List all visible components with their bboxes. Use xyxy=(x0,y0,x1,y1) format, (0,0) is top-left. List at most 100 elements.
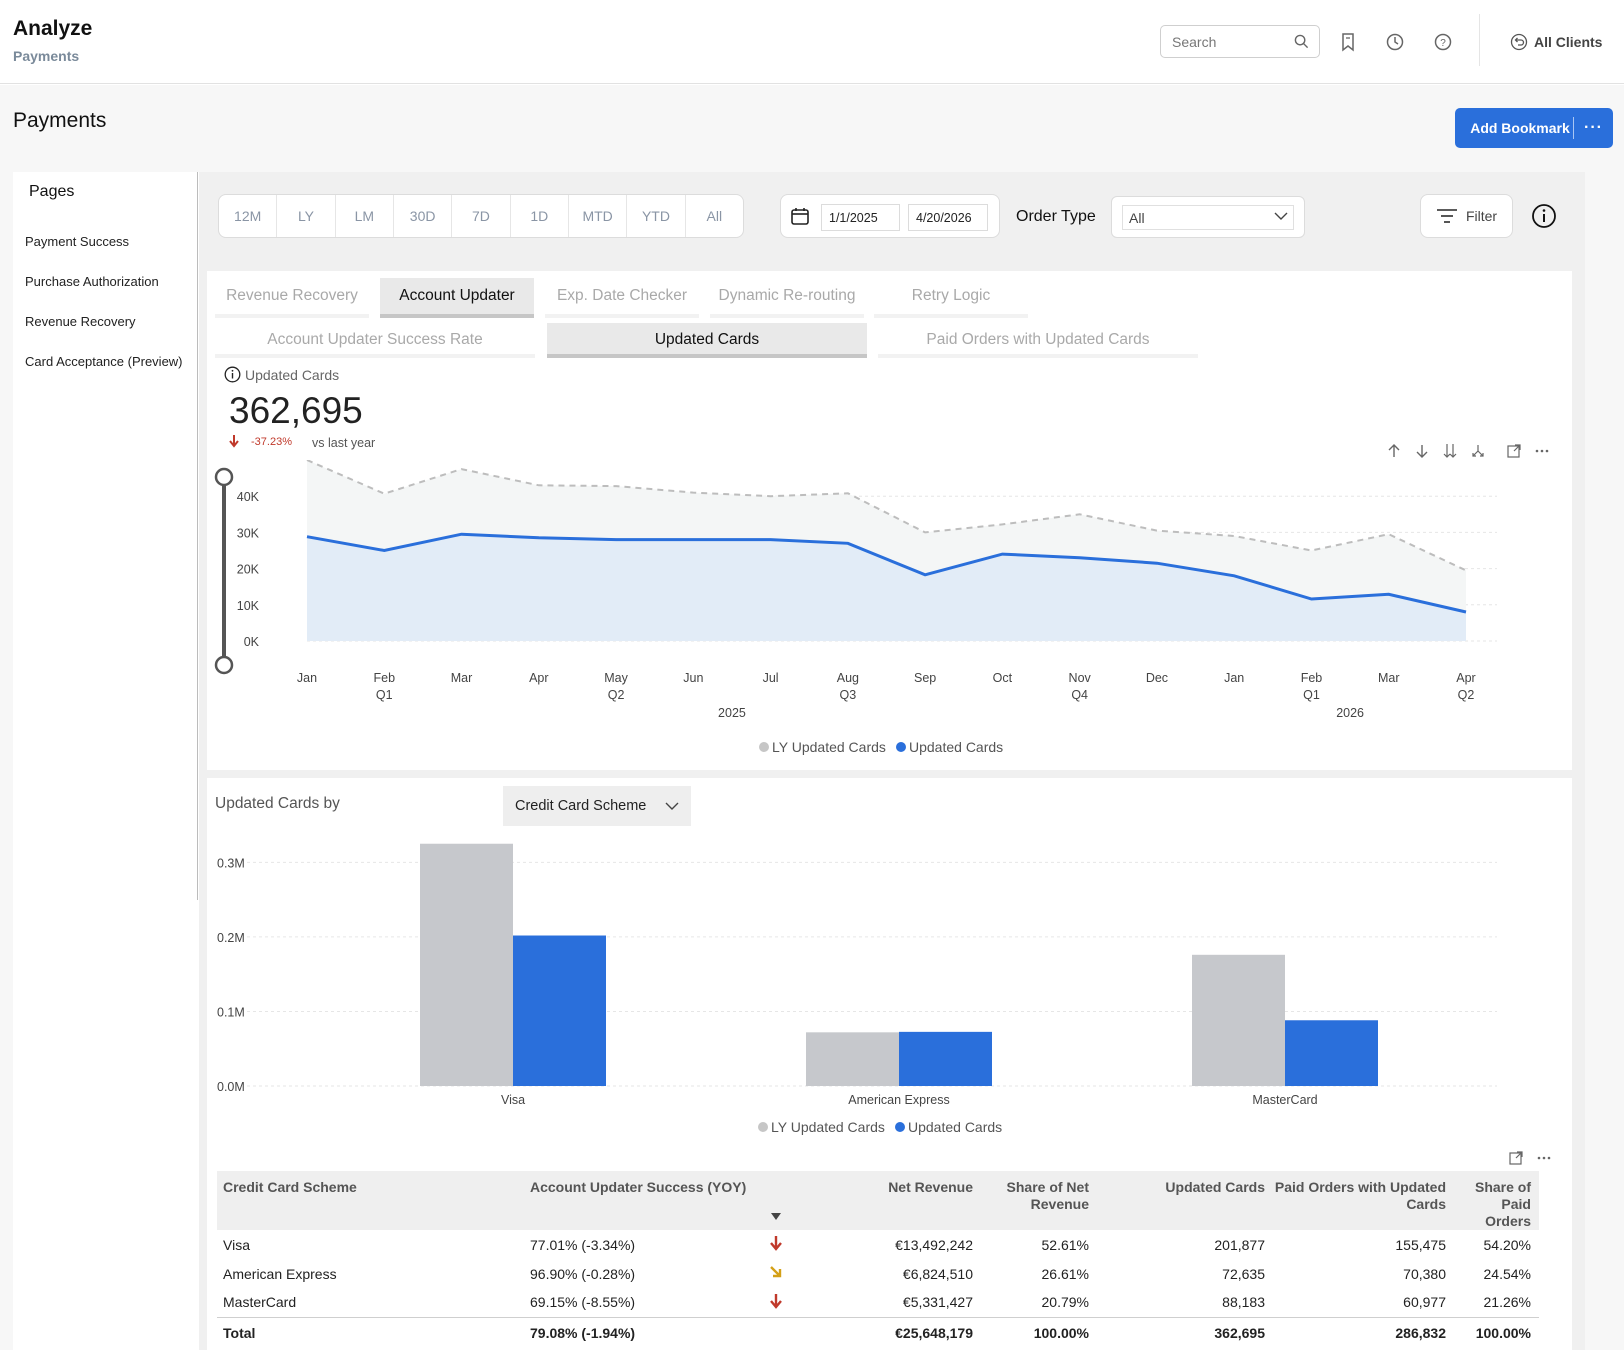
calendar-icon[interactable] xyxy=(789,205,811,227)
all-clients-button[interactable]: All Clients xyxy=(1510,31,1602,53)
quarter-label: Q2 xyxy=(608,688,625,702)
total-paid-orders: 286,832 xyxy=(1273,1316,1454,1349)
cell-share-net-revenue: 26.61% xyxy=(1041,1265,1089,1282)
range-slider-bottom-handle[interactable] xyxy=(214,655,234,675)
period-mtd[interactable]: MTD xyxy=(569,195,628,237)
cell-scheme: American Express xyxy=(223,1265,337,1282)
sidebar-item-payment-success[interactable]: Payment Success xyxy=(25,234,130,249)
order-type-value: All xyxy=(1122,205,1294,230)
table-row: Visa 77.01% (-3.34%) €13,492,242 52.61% … xyxy=(217,1230,1539,1259)
tab-retry-logic[interactable]: Retry Logic xyxy=(874,284,1028,318)
bar-ly[interactable] xyxy=(806,1032,899,1086)
table-focus-mode-icon[interactable] xyxy=(1508,1150,1524,1166)
period-1d[interactable]: 1D xyxy=(511,195,569,237)
app-title: Analyze xyxy=(13,17,93,40)
tab-updated-cards[interactable]: Updated Cards xyxy=(547,323,867,358)
sidebar-item-card-acceptance[interactable]: Card Acceptance (Preview) xyxy=(25,354,183,369)
bar-current[interactable] xyxy=(899,1031,992,1086)
col-header-updated-cards[interactable]: Updated Cards xyxy=(1097,1171,1273,1230)
cell-paid-orders: 60,977 xyxy=(1403,1294,1446,1311)
period-ly[interactable]: LY xyxy=(277,195,336,237)
tab-exp-date-checker[interactable]: Exp. Date Checker xyxy=(545,284,699,318)
bar-current[interactable] xyxy=(1285,1020,1378,1086)
header-divider xyxy=(1479,14,1480,66)
x-tick-label: Sep xyxy=(914,671,936,685)
cell-success: 96.90% (-0.28%) xyxy=(530,1265,636,1282)
kpi-label: Updated Cards xyxy=(245,367,340,383)
legend-ly-dot xyxy=(759,742,769,752)
more-options-icon[interactable] xyxy=(1534,443,1550,459)
period-7d[interactable]: 7D xyxy=(452,195,511,237)
tab-revenue-recovery[interactable]: Revenue Recovery xyxy=(215,284,369,318)
drill-up-icon[interactable] xyxy=(1386,443,1402,459)
tab-account-updater-success-rate[interactable]: Account Updater Success Rate xyxy=(215,328,535,358)
cell-paid-orders: 155,475 xyxy=(1395,1236,1446,1253)
period-lm[interactable]: LM xyxy=(336,195,394,237)
breakdown-dimension-value: Credit Card Scheme xyxy=(515,798,647,814)
col-header-net-revenue[interactable]: Net Revenue xyxy=(796,1171,981,1230)
cell-updated-cards: 88,183 xyxy=(1222,1294,1265,1311)
bookmark-icon[interactable] xyxy=(1337,31,1359,53)
sidebar-item-revenue-recovery[interactable]: Revenue Recovery xyxy=(25,314,136,329)
expand-hierarchy-icon[interactable] xyxy=(1470,443,1486,459)
cell-share-net-revenue: 20.79% xyxy=(1041,1294,1089,1311)
order-type-dropdown[interactable]: All xyxy=(1111,196,1305,238)
bar-legend-ly-dot xyxy=(758,1122,768,1132)
focus-mode-icon[interactable] xyxy=(1506,443,1522,459)
col-header-share-paid-orders[interactable]: Share of Paid Orders xyxy=(1454,1171,1539,1230)
period-ytd[interactable]: YTD xyxy=(627,195,686,237)
search-input[interactable] xyxy=(1172,34,1282,50)
trend-down-icon xyxy=(770,1293,782,1309)
sort-indicator[interactable] xyxy=(756,1171,796,1230)
period-30d[interactable]: 30D xyxy=(394,195,453,237)
x-tick-label: Oct xyxy=(993,671,1013,685)
date-end-input[interactable] xyxy=(908,204,988,231)
updated-cards-area xyxy=(307,534,1466,641)
col-header-success[interactable]: Account Updater Success (YOY) xyxy=(524,1171,756,1230)
expand-next-level-icon[interactable] xyxy=(1442,443,1458,459)
cell-updated-cards: 201,877 xyxy=(1214,1236,1265,1253)
period-12m[interactable]: 12M xyxy=(219,195,278,237)
info-icon[interactable] xyxy=(1531,203,1557,229)
tab-dynamic-re-routing[interactable]: Dynamic Re-routing xyxy=(710,284,864,318)
tab-account-updater[interactable]: Account Updater xyxy=(380,278,534,318)
total-label: Total xyxy=(217,1316,524,1349)
kpi-info-icon[interactable] xyxy=(224,366,241,383)
filter-button[interactable]: Filter xyxy=(1420,194,1513,238)
period-selector: 12M LY LM 30D 7D 1D MTD YTD All xyxy=(218,194,744,238)
col-header-paid-orders[interactable]: Paid Orders with Updated Cards xyxy=(1273,1171,1454,1230)
search-icon[interactable] xyxy=(1294,34,1309,49)
x-tick-label: Jul xyxy=(763,671,779,685)
history-icon[interactable] xyxy=(1384,31,1406,53)
x-tick-label: Feb xyxy=(373,671,395,685)
date-range-picker xyxy=(780,194,1000,238)
range-slider-top-handle[interactable] xyxy=(214,467,234,487)
breakdown-dimension-dropdown[interactable]: Credit Card Scheme xyxy=(503,786,691,826)
cell-net-revenue: €13,492,242 xyxy=(895,1236,973,1253)
bar-ly[interactable] xyxy=(1192,954,1285,1086)
add-bookmark-button[interactable]: Add Bookmark ··· xyxy=(1455,108,1613,148)
y-tick-label: 0K xyxy=(244,635,260,649)
date-start-input[interactable] xyxy=(821,204,900,231)
x-tick-label: MasterCard xyxy=(1252,1093,1317,1107)
cell-updated-cards: 72,635 xyxy=(1222,1265,1265,1282)
more-options-button[interactable]: ··· xyxy=(1584,119,1603,136)
sidebar-item-purchase-authorization[interactable]: Purchase Authorization xyxy=(25,274,159,289)
bar-current[interactable] xyxy=(513,935,606,1086)
y-tick-label: 0.2M xyxy=(217,931,245,945)
search-box[interactable] xyxy=(1160,25,1320,58)
col-header-share-net-revenue[interactable]: Share of Net Revenue xyxy=(981,1171,1097,1230)
tab-paid-orders-updated-cards[interactable]: Paid Orders with Updated Cards xyxy=(878,328,1198,358)
help-icon[interactable]: ? xyxy=(1432,31,1454,53)
period-all[interactable]: All xyxy=(706,208,723,224)
table-header-row: Credit Card Scheme Account Updater Succe… xyxy=(217,1171,1539,1230)
x-tick-label: Jun xyxy=(683,671,703,685)
y-tick-label: 0.3M xyxy=(217,856,245,870)
table-more-options-icon[interactable] xyxy=(1536,1150,1552,1166)
filter-icon xyxy=(1436,209,1457,223)
bar-ly[interactable] xyxy=(420,843,513,1086)
page-title: Payments xyxy=(13,109,107,132)
bar-legend-ly-label: LY Updated Cards xyxy=(771,1119,885,1135)
drill-down-icon[interactable] xyxy=(1414,443,1430,459)
col-header-scheme[interactable]: Credit Card Scheme xyxy=(217,1171,524,1230)
